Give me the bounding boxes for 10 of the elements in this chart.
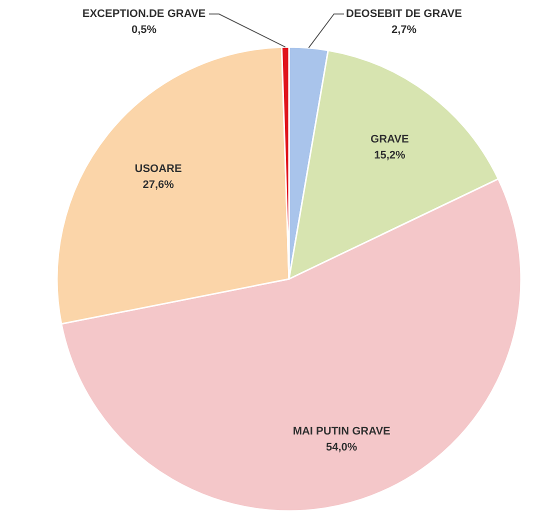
data-label: 15,2% bbox=[374, 150, 406, 162]
slice-label: GRAVE bbox=[370, 134, 409, 146]
slice-label: USOARE bbox=[134, 162, 182, 175]
data-label: 2,7% bbox=[391, 24, 417, 36]
data-label: 27,6% bbox=[142, 178, 174, 191]
slice-label: EXCEPTION.DE GRAVE bbox=[82, 8, 206, 20]
data-label: 0,5% bbox=[131, 24, 157, 36]
slice-label: DEOSEBIT DE GRAVE bbox=[346, 8, 462, 20]
data-label: 54,0% bbox=[326, 442, 358, 454]
slice-label: MAI PUTIN GRAVE bbox=[292, 426, 390, 438]
